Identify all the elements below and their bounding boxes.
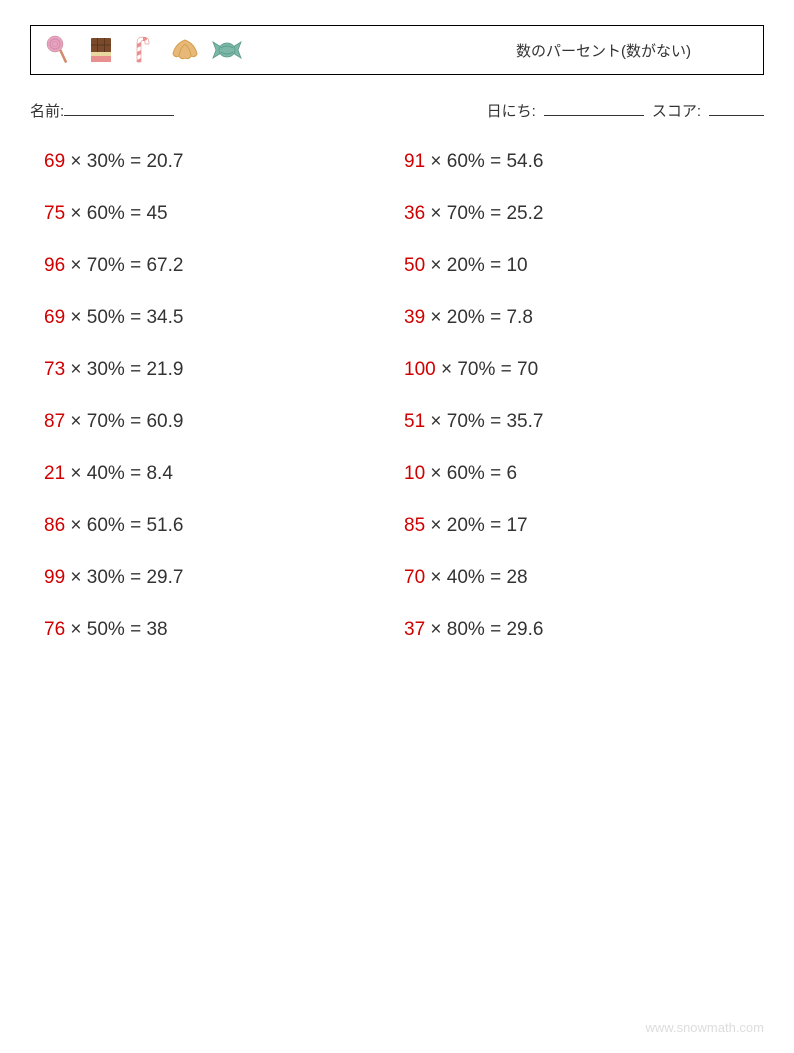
problem-rest: × 70% = 60.9 — [65, 411, 183, 432]
problem-rest: × 50% = 34.5 — [65, 307, 183, 328]
name-blank — [64, 100, 174, 116]
problem-number: 51 — [404, 411, 425, 432]
problem-item: 86 × 60% = 51.6 — [44, 515, 404, 537]
problem-number: 37 — [404, 619, 425, 640]
problem-rest: × 40% = 8.4 — [65, 463, 173, 484]
problem-rest: × 20% = 7.8 — [425, 307, 533, 328]
problem-number: 50 — [404, 255, 425, 276]
name-field: 名前: — [30, 100, 174, 121]
problem-item: 96 × 70% = 67.2 — [44, 255, 404, 277]
croissant-icon — [169, 34, 201, 66]
problem-rest: × 70% = 70 — [436, 359, 538, 380]
problem-rest: × 70% = 35.7 — [425, 411, 543, 432]
problem-number: 87 — [44, 411, 65, 432]
problem-number: 91 — [404, 151, 425, 172]
problem-item: 76 × 50% = 38 — [44, 619, 404, 641]
problem-number: 76 — [44, 619, 65, 640]
date-label: 日にち: — [487, 100, 536, 121]
problem-number: 69 — [44, 151, 65, 172]
problem-rest: × 40% = 28 — [425, 567, 527, 588]
lollipop-icon — [43, 34, 75, 66]
problem-number: 39 — [404, 307, 425, 328]
problem-item: 21 × 40% = 8.4 — [44, 463, 404, 485]
problem-number: 75 — [44, 203, 65, 224]
problems-right-column: 91 × 60% = 54.6 36 × 70% = 25.2 50 × 20% =… — [404, 151, 764, 641]
problem-rest: × 60% = 45 — [65, 203, 167, 224]
problem-item: 10 × 60% = 6 — [404, 463, 764, 485]
problem-item: 39 × 20% = 7.8 — [404, 307, 764, 329]
problem-rest: × 20% = 17 — [425, 515, 527, 536]
problem-rest: × 60% = 54.6 — [425, 151, 543, 172]
wrapped-candy-icon — [211, 34, 243, 66]
problem-item: 91 × 60% = 54.6 — [404, 151, 764, 173]
problem-item: 87 × 70% = 60.9 — [44, 411, 404, 433]
problem-number: 69 — [44, 307, 65, 328]
problem-item: 73 × 30% = 21.9 — [44, 359, 404, 381]
problem-rest: × 60% = 6 — [425, 463, 517, 484]
icon-row — [43, 34, 243, 66]
problem-number: 100 — [404, 359, 436, 380]
candy-cane-icon — [127, 34, 159, 66]
problem-rest: × 30% = 29.7 — [65, 567, 183, 588]
problem-item: 36 × 70% = 25.2 — [404, 203, 764, 225]
problem-number: 10 — [404, 463, 425, 484]
problem-rest: × 30% = 20.7 — [65, 151, 183, 172]
problem-number: 70 — [404, 567, 425, 588]
problem-number: 85 — [404, 515, 425, 536]
problem-number: 96 — [44, 255, 65, 276]
footer-url: www.snowmath.com — [646, 1020, 764, 1035]
problem-rest: × 20% = 10 — [425, 255, 527, 276]
worksheet-title: 数のパーセント(数がない) — [516, 40, 691, 61]
problems-left-column: 69 × 30% = 20.7 75 × 60% = 45 96 × 70% = 6… — [44, 151, 404, 641]
problem-item: 37 × 80% = 29.6 — [404, 619, 764, 641]
meta-row: 名前: 日にち: スコア: — [30, 100, 764, 121]
problem-number: 73 — [44, 359, 65, 380]
problem-number: 86 — [44, 515, 65, 536]
problem-item: 69 × 30% = 20.7 — [44, 151, 404, 173]
chocolate-icon — [85, 34, 117, 66]
problem-number: 36 — [404, 203, 425, 224]
problem-rest: × 50% = 38 — [65, 619, 167, 640]
problem-item: 70 × 40% = 28 — [404, 567, 764, 589]
problem-item: 50 × 20% = 10 — [404, 255, 764, 277]
problem-rest: × 30% = 21.9 — [65, 359, 183, 380]
problem-item: 51 × 70% = 35.7 — [404, 411, 764, 433]
date-score-group: 日にち: スコア: — [487, 100, 764, 121]
problem-rest: × 80% = 29.6 — [425, 619, 543, 640]
problem-item: 75 × 60% = 45 — [44, 203, 404, 225]
problem-item: 100 × 70% = 70 — [404, 359, 764, 381]
problems-container: 69 × 30% = 20.7 75 × 60% = 45 96 × 70% = 6… — [30, 151, 764, 641]
header-box: 数のパーセント(数がない) — [30, 25, 764, 75]
problem-item: 99 × 30% = 29.7 — [44, 567, 404, 589]
name-label: 名前: — [30, 100, 64, 121]
problem-item: 69 × 50% = 34.5 — [44, 307, 404, 329]
problem-rest: × 70% = 67.2 — [65, 255, 183, 276]
problem-rest: × 70% = 25.2 — [425, 203, 543, 224]
problem-number: 21 — [44, 463, 65, 484]
score-label: スコア: — [652, 100, 701, 121]
problem-number: 99 — [44, 567, 65, 588]
score-blank — [709, 100, 764, 116]
date-blank — [544, 100, 644, 116]
problem-item: 85 × 20% = 17 — [404, 515, 764, 537]
problem-rest: × 60% = 51.6 — [65, 515, 183, 536]
